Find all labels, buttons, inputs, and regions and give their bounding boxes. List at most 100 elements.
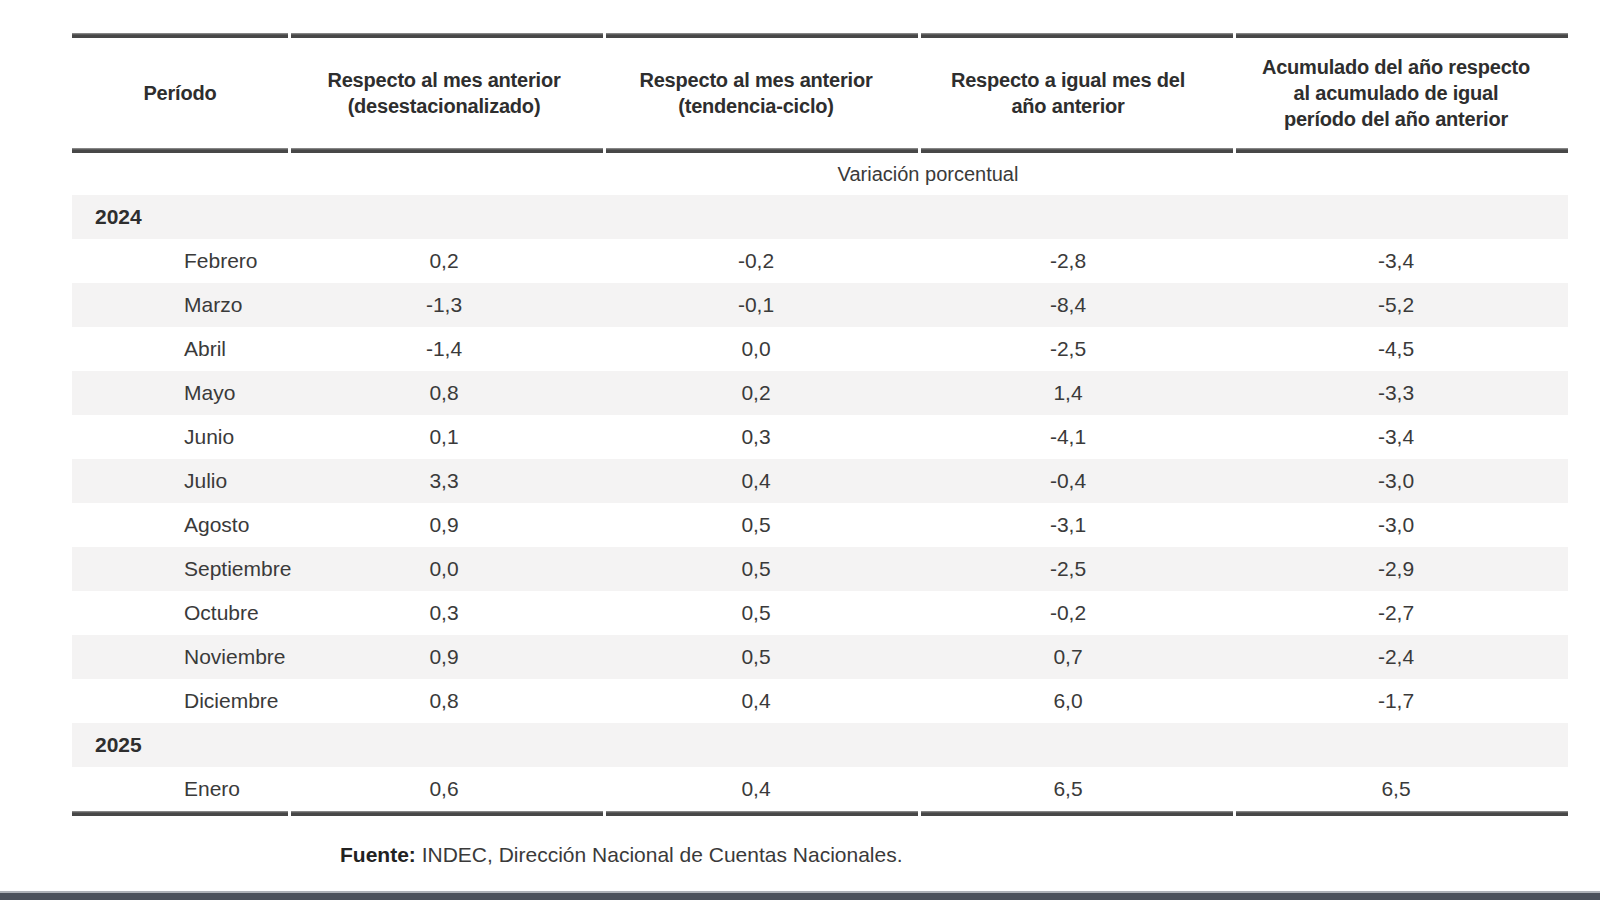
value-cell — [288, 195, 600, 239]
value-cell: 0,4 — [600, 679, 912, 723]
value-cell: -3,1 — [912, 503, 1224, 547]
month-cell: Enero — [72, 767, 288, 811]
table-row: Julio3,30,4-0,4-3,0 — [72, 459, 1568, 503]
table-row: Abril-1,40,0-2,5-4,5 — [72, 327, 1568, 371]
value-cell: -2,5 — [912, 547, 1224, 591]
value-cell: -3,0 — [1224, 503, 1568, 547]
month-cell: Septiembre — [72, 547, 288, 591]
value-cell: 0,8 — [288, 371, 600, 415]
value-cell: -0,4 — [912, 459, 1224, 503]
value-cell: 0,7 — [912, 635, 1224, 679]
value-cell: 0,0 — [600, 327, 912, 371]
value-cell: -4,5 — [1224, 327, 1568, 371]
rule-segment — [606, 811, 918, 816]
value-cell: -3,4 — [1224, 239, 1568, 283]
value-cell: -0,1 — [600, 283, 912, 327]
value-cell: 0,4 — [600, 459, 912, 503]
value-cell — [600, 723, 912, 767]
value-cell: 0,3 — [288, 591, 600, 635]
value-cell: -1,3 — [288, 283, 600, 327]
value-cell: 0,9 — [288, 503, 600, 547]
value-cell: 6,5 — [912, 767, 1224, 811]
value-cell: 0,2 — [288, 239, 600, 283]
value-cell: 0,5 — [600, 591, 912, 635]
year-cell: 2024 — [72, 195, 288, 239]
value-cell: -2,9 — [1224, 547, 1568, 591]
value-cell: -5,2 — [1224, 283, 1568, 327]
screen-bottom-edge — [0, 891, 1600, 900]
rule-segment — [921, 811, 1233, 816]
month-cell: Noviembre — [72, 635, 288, 679]
table-header-row: Período Respecto al mes anterior (desest… — [72, 38, 1568, 148]
month-cell: Abril — [72, 327, 288, 371]
table-row: 2025 — [72, 723, 1568, 767]
value-cell: -2,4 — [1224, 635, 1568, 679]
column-header-periodo: Período — [72, 38, 288, 148]
table-row: Agosto0,90,5-3,1-3,0 — [72, 503, 1568, 547]
value-cell: -4,1 — [912, 415, 1224, 459]
value-cell: 0,2 — [600, 371, 912, 415]
value-cell — [1224, 723, 1568, 767]
value-cell — [912, 723, 1224, 767]
value-cell: -1,4 — [288, 327, 600, 371]
source-note: Fuente: INDEC, Dirección Nacional de Cue… — [340, 843, 903, 867]
value-cell: 0,3 — [600, 415, 912, 459]
month-cell: Octubre — [72, 591, 288, 635]
column-header-mes-anterior-tendencia-ciclo: Respecto al mes anterior (tendencia-cicl… — [600, 38, 912, 148]
table-row: Septiembre0,00,5-2,5-2,9 — [72, 547, 1568, 591]
value-cell: -1,7 — [1224, 679, 1568, 723]
rule-segment — [291, 811, 603, 816]
rule-segment — [72, 148, 288, 153]
value-cell: -0,2 — [600, 239, 912, 283]
value-cell — [288, 723, 600, 767]
source-note-text: INDEC, Dirección Nacional de Cuentas Nac… — [416, 843, 903, 866]
table-body: 2024Febrero0,2-0,2-2,8-3,4Marzo-1,3-0,1-… — [72, 195, 1568, 811]
value-cell: -3,4 — [1224, 415, 1568, 459]
value-cell: 0,5 — [600, 503, 912, 547]
year-cell: 2025 — [72, 723, 288, 767]
value-cell — [1224, 195, 1568, 239]
month-cell: Mayo — [72, 371, 288, 415]
value-cell: 0,1 — [288, 415, 600, 459]
table-subheader-row: Variación porcentual — [72, 153, 1568, 195]
value-cell: -3,3 — [1224, 371, 1568, 415]
column-header-mes-anterior-desestacionalizado: Respecto al mes anterior (desestacionali… — [288, 38, 600, 148]
value-cell: 6,5 — [1224, 767, 1568, 811]
table-row: Enero0,60,46,56,5 — [72, 767, 1568, 811]
value-cell: -2,8 — [912, 239, 1224, 283]
value-cell: -2,7 — [1224, 591, 1568, 635]
value-cell: 0,5 — [600, 635, 912, 679]
value-cell: -3,0 — [1224, 459, 1568, 503]
table-row: Febrero0,2-0,2-2,8-3,4 — [72, 239, 1568, 283]
month-cell: Julio — [72, 459, 288, 503]
value-cell: 0,6 — [288, 767, 600, 811]
month-cell: Febrero — [72, 239, 288, 283]
subheader-variacion-porcentual: Variación porcentual — [288, 153, 1568, 195]
value-cell: 3,3 — [288, 459, 600, 503]
rule-segment — [72, 811, 288, 816]
column-header-acumulado: Acumulado del año respecto al acumulado … — [1224, 38, 1568, 148]
value-cell: 0,0 — [288, 547, 600, 591]
month-cell: Agosto — [72, 503, 288, 547]
value-cell: -2,5 — [912, 327, 1224, 371]
value-cell: 0,5 — [600, 547, 912, 591]
table-row: 2024 — [72, 195, 1568, 239]
column-header-igual-mes-anio-anterior: Respecto a igual mes del año anterior — [912, 38, 1224, 148]
value-cell: 6,0 — [912, 679, 1224, 723]
value-cell: -0,2 — [912, 591, 1224, 635]
statistics-table: Período Respecto al mes anterior (desest… — [72, 33, 1568, 816]
value-cell: 0,8 — [288, 679, 600, 723]
month-cell: Marzo — [72, 283, 288, 327]
table-row: Noviembre0,90,50,7-2,4 — [72, 635, 1568, 679]
document-page: Período Respecto al mes anterior (desest… — [0, 0, 1600, 900]
table-rule-bottom — [72, 811, 1568, 816]
value-cell — [912, 195, 1224, 239]
month-cell: Junio — [72, 415, 288, 459]
value-cell: 0,9 — [288, 635, 600, 679]
table-row: Mayo0,80,21,4-3,3 — [72, 371, 1568, 415]
value-cell — [600, 195, 912, 239]
table-row: Diciembre0,80,46,0-1,7 — [72, 679, 1568, 723]
table-row: Junio0,10,3-4,1-3,4 — [72, 415, 1568, 459]
value-cell: 0,4 — [600, 767, 912, 811]
rule-segment — [1236, 811, 1568, 816]
